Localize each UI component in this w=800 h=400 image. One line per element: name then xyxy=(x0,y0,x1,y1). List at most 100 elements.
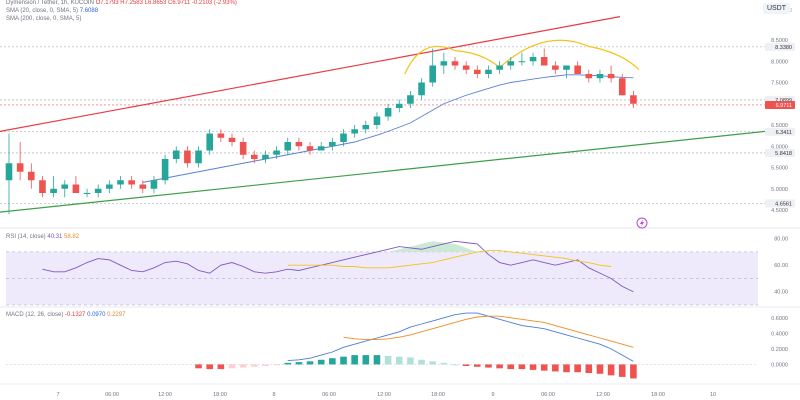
macd-label: MACD (12, 26, close) xyxy=(6,312,64,318)
candle-body xyxy=(329,142,336,147)
macd-tick-label: 0.6000 xyxy=(771,316,788,322)
macd-histogram-bar xyxy=(195,364,202,369)
macd-histogram-bar xyxy=(540,364,548,371)
time-tick-label: 9 xyxy=(491,392,494,398)
macd-histogram-bar xyxy=(552,364,559,372)
rsi-ma-value: 58.82 xyxy=(64,234,80,240)
sma200-label: SMA (200, close, 0, SMA, 5) xyxy=(6,16,82,22)
rsi-ma-line xyxy=(287,250,612,269)
macd-histogram-bar xyxy=(529,364,537,370)
macd-histogram-bar xyxy=(384,355,392,365)
price-badge-label: 7.0899 xyxy=(775,98,792,104)
candle-body xyxy=(596,74,604,79)
macd-histogram-bar xyxy=(306,361,314,365)
candle-body xyxy=(574,65,581,74)
macd-histogram-bar xyxy=(329,358,336,365)
macd-histogram-bar xyxy=(607,364,615,376)
rsi-label: RSI (14, close) xyxy=(6,234,46,240)
candle-body xyxy=(172,150,180,159)
candle-body xyxy=(239,142,247,155)
macd-histogram-bar xyxy=(618,364,626,377)
candle-body xyxy=(507,61,515,66)
candle-body xyxy=(184,150,191,164)
macd-tick-label: 0.0000 xyxy=(771,362,788,368)
candle-body xyxy=(630,95,637,104)
candle-body xyxy=(228,137,236,142)
price-tick-label: 4.5000 xyxy=(771,208,788,214)
sma200-legend: SMA (200, close, 0, SMA, 5) xyxy=(6,16,81,23)
macd-histogram-bar xyxy=(451,364,459,366)
candle-body xyxy=(295,142,303,147)
candle-body xyxy=(16,163,24,172)
candle-body xyxy=(529,57,537,62)
rsi-line xyxy=(42,240,634,293)
macd-histogram-bar xyxy=(596,364,604,374)
candle-body xyxy=(128,180,135,185)
time-tick-label: 18:00 xyxy=(651,392,665,398)
macd-histogram-bar xyxy=(351,355,358,365)
macd-histogram-bar xyxy=(262,364,269,366)
time-tick-label: 06:00 xyxy=(541,392,555,398)
candle-body xyxy=(306,146,314,151)
candle-body xyxy=(273,150,280,155)
candle-body xyxy=(340,133,347,142)
candle-body xyxy=(485,69,492,74)
macd-histogram-bar xyxy=(440,362,448,365)
macd-histogram-bar xyxy=(239,364,247,368)
candle-body xyxy=(496,65,503,70)
candle-body xyxy=(206,133,213,151)
candle-body xyxy=(217,133,225,138)
time-tick-label: 12:00 xyxy=(158,392,172,398)
head-arc xyxy=(499,39,640,71)
signal-line xyxy=(343,315,634,348)
lower-trend-line xyxy=(0,130,766,213)
candle-body xyxy=(83,193,91,194)
currency-button[interactable]: USDT xyxy=(762,3,790,14)
price-tick-label: 6.5000 xyxy=(771,123,788,129)
sma20-value: 7.6088 xyxy=(79,8,99,14)
candle-body xyxy=(518,61,526,63)
chart-header-line1: Dymension / Tether, 1h, KUCOIN O7.1793 H… xyxy=(6,0,237,7)
candle-body xyxy=(28,171,35,181)
candle-body xyxy=(61,184,69,189)
time-tick-label: 12:00 xyxy=(377,392,391,398)
price-badge-label: 6.3411 xyxy=(776,130,792,136)
candle-body xyxy=(161,159,169,181)
time-tick-label: 7 xyxy=(56,392,59,398)
macd-histogram-bar xyxy=(206,364,213,370)
macd-histogram-bar xyxy=(284,362,292,365)
price-badge xyxy=(765,148,795,157)
time-tick-label: 06:00 xyxy=(322,392,336,398)
candle-body xyxy=(563,65,570,70)
candle-body xyxy=(195,150,202,164)
candle-body xyxy=(150,180,158,189)
macd-histogram-bar xyxy=(407,357,414,365)
sma20-line xyxy=(142,74,634,183)
price-badge-label: 4.6561 xyxy=(775,201,792,207)
price-tick-label: 8.0000 xyxy=(771,59,788,65)
candle-body xyxy=(284,142,292,151)
macd-histogram-bar xyxy=(228,364,236,369)
macd-histogram-bar xyxy=(485,364,492,368)
candle-body xyxy=(5,163,13,181)
lightning-icon xyxy=(640,219,644,227)
candle-body xyxy=(139,184,147,189)
candle-body xyxy=(585,74,593,79)
macd-histogram-bar xyxy=(273,364,280,366)
candle-body xyxy=(251,154,258,159)
macd-histogram-bar xyxy=(630,364,637,379)
candle-body xyxy=(50,188,57,193)
time-tick-label: 06:00 xyxy=(105,392,119,398)
macd-line xyxy=(287,312,634,362)
candle-body xyxy=(407,95,414,104)
event-icon-ring xyxy=(636,217,648,229)
sma20-legend: SMA (20, close, 0, SMA, 5) 7.6088 xyxy=(6,8,98,15)
candle-body xyxy=(72,184,80,193)
price-badge-label: 8.3380 xyxy=(775,45,792,51)
price-badge xyxy=(765,42,795,51)
candle-body xyxy=(429,65,436,83)
time-tick-label: 18:00 xyxy=(431,392,445,398)
ohlc-readout: O7.1793 H7.2583 L6.8653 C6.9711 -0.2103 … xyxy=(95,0,237,6)
price-badge-label: 6.9711 xyxy=(776,103,792,109)
